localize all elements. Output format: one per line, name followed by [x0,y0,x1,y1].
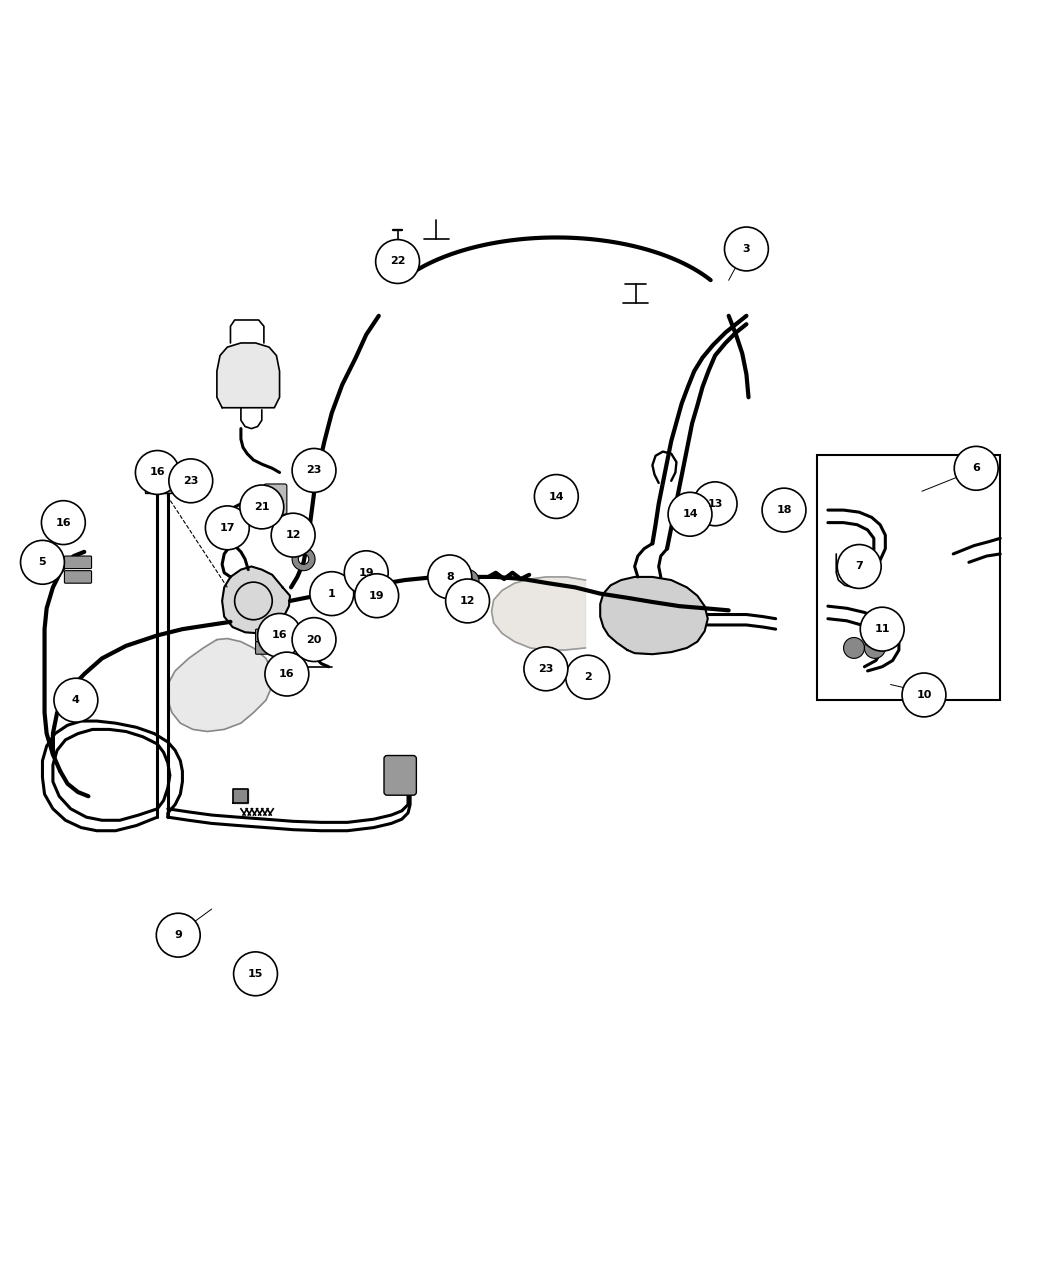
Circle shape [41,501,85,544]
Circle shape [156,913,201,958]
Circle shape [954,446,999,490]
FancyBboxPatch shape [358,567,383,586]
Circle shape [864,638,885,658]
Circle shape [837,544,881,588]
Circle shape [902,673,946,717]
Text: 23: 23 [307,465,321,476]
Text: 19: 19 [369,590,384,601]
Text: 17: 17 [219,523,235,533]
Text: 12: 12 [286,530,301,541]
Circle shape [310,571,354,616]
Text: 6: 6 [972,463,980,473]
Circle shape [206,506,249,550]
Text: 20: 20 [307,635,321,645]
Circle shape [292,449,336,492]
Text: 9: 9 [174,931,183,940]
Text: 12: 12 [460,595,476,606]
Circle shape [860,607,904,652]
Circle shape [724,227,769,270]
FancyBboxPatch shape [145,470,185,493]
Text: 16: 16 [56,518,71,528]
Text: 14: 14 [548,491,564,501]
Circle shape [427,555,471,599]
FancyBboxPatch shape [299,462,329,483]
Circle shape [714,490,733,509]
Circle shape [21,541,64,584]
Circle shape [843,638,864,658]
Text: 16: 16 [272,630,288,640]
Circle shape [344,551,388,594]
Circle shape [445,579,489,623]
Text: 18: 18 [776,505,792,515]
Circle shape [566,655,610,699]
Circle shape [169,459,213,502]
Text: 10: 10 [917,690,931,700]
Circle shape [534,474,579,519]
Circle shape [376,240,420,283]
Circle shape [54,678,98,722]
Text: 5: 5 [39,557,46,567]
Text: 3: 3 [742,244,751,254]
Text: 16: 16 [279,669,295,680]
FancyBboxPatch shape [264,484,287,514]
Polygon shape [223,566,290,634]
Circle shape [292,617,336,662]
Text: 13: 13 [708,499,722,509]
Circle shape [265,652,309,696]
Polygon shape [491,576,586,650]
FancyBboxPatch shape [255,641,282,654]
Text: 16: 16 [149,468,165,477]
Polygon shape [217,343,279,408]
Text: 2: 2 [584,672,591,682]
Polygon shape [601,576,708,654]
Text: 8: 8 [446,572,454,581]
Circle shape [693,482,737,525]
Circle shape [762,488,806,532]
Polygon shape [168,639,272,732]
Circle shape [233,952,277,996]
Circle shape [524,646,568,691]
Text: 7: 7 [856,561,863,571]
Text: 11: 11 [875,625,890,634]
Circle shape [135,450,180,495]
Text: 19: 19 [358,567,374,578]
Circle shape [668,492,712,537]
Text: 14: 14 [682,509,698,519]
FancyBboxPatch shape [255,629,282,641]
Text: 22: 22 [390,256,405,266]
Circle shape [257,613,301,658]
Circle shape [239,484,284,529]
Polygon shape [232,789,248,802]
Text: 23: 23 [539,664,553,673]
Text: 15: 15 [248,969,264,979]
FancyBboxPatch shape [531,660,561,681]
Text: 4: 4 [72,695,80,705]
Circle shape [271,514,315,557]
FancyBboxPatch shape [64,556,91,569]
Text: 21: 21 [254,502,270,513]
Text: 1: 1 [328,589,336,599]
Circle shape [355,574,399,617]
Text: 23: 23 [183,476,198,486]
FancyBboxPatch shape [64,571,91,583]
Bar [818,455,1001,700]
FancyBboxPatch shape [369,584,394,603]
FancyBboxPatch shape [384,756,417,796]
